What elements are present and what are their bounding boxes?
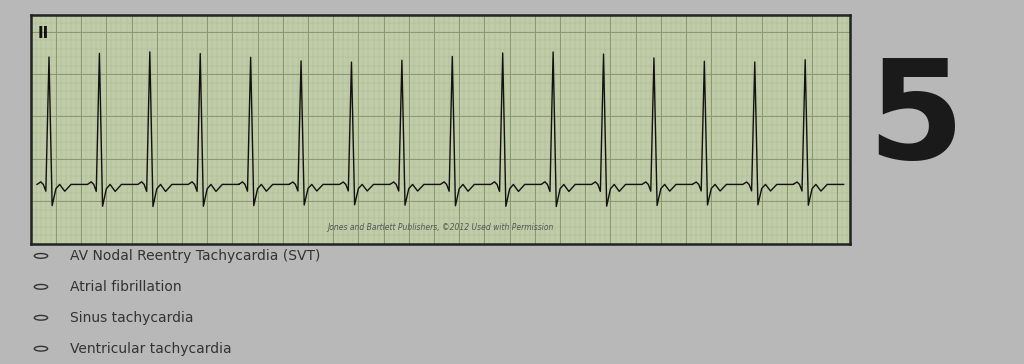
Text: Atrial fibrillation: Atrial fibrillation (70, 280, 181, 294)
Text: Jones and Bartlett Publishers, ©2012 Used with Permission: Jones and Bartlett Publishers, ©2012 Use… (327, 223, 554, 232)
Text: Ventricular tachycardia: Ventricular tachycardia (70, 342, 231, 356)
Text: II: II (37, 26, 48, 41)
Text: Sinus tachycardia: Sinus tachycardia (70, 311, 194, 325)
Text: AV Nodal Reentry Tachycardia (SVT): AV Nodal Reentry Tachycardia (SVT) (70, 249, 321, 263)
Text: 5: 5 (867, 54, 964, 188)
